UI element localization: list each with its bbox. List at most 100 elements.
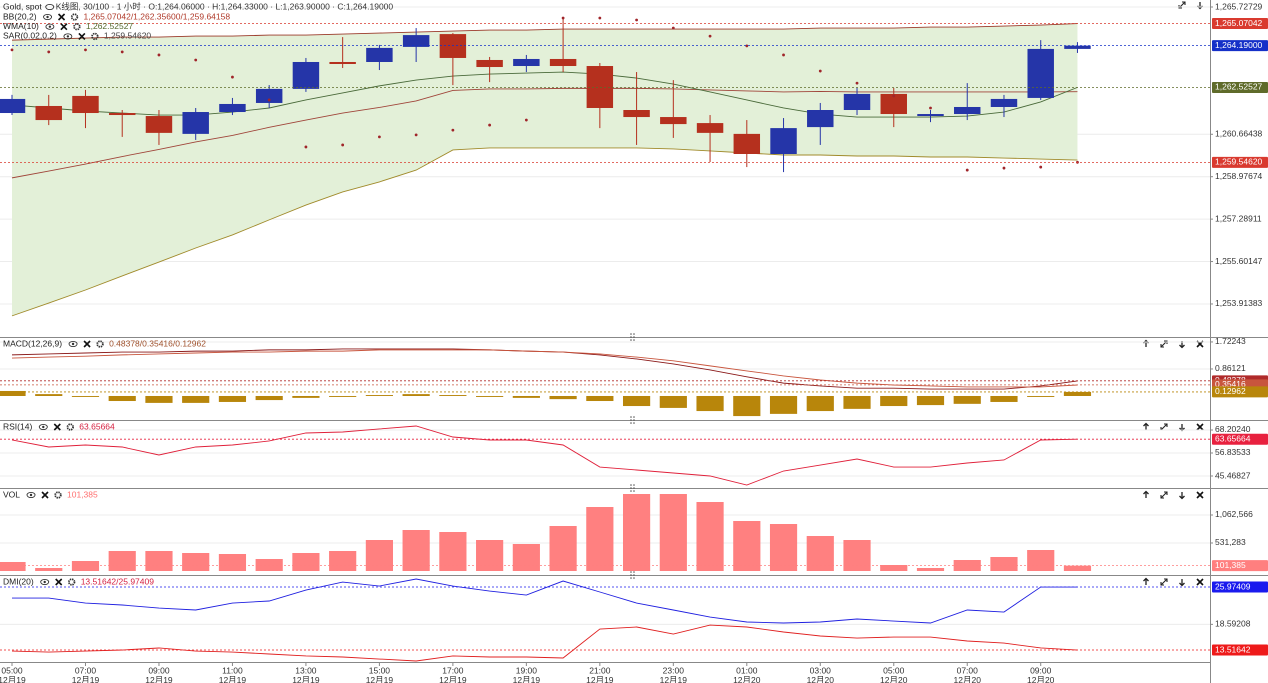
eye-icon-pupil[interactable] — [48, 25, 52, 28]
eye-icon[interactable] — [38, 423, 48, 431]
move-down-button[interactable] — [1179, 424, 1185, 432]
resize-handle[interactable] — [633, 571, 635, 573]
move-up-button[interactable] — [1143, 422, 1149, 431]
move-down-button[interactable] — [1179, 579, 1185, 587]
y-tick-label: 1,258.97674 — [1215, 171, 1263, 181]
resize-handle[interactable] — [633, 336, 635, 338]
maximize-button[interactable] — [1160, 491, 1168, 499]
bar — [586, 395, 614, 402]
x-tick-date: 12月19 — [0, 675, 26, 683]
x-tick-date: 12月19 — [586, 675, 614, 683]
remove-icon[interactable] — [60, 23, 68, 31]
move-up-button[interactable] — [1143, 577, 1149, 586]
resize-handle[interactable] — [633, 339, 635, 341]
eye-icon-pupil[interactable] — [29, 493, 33, 497]
remove-icon[interactable] — [57, 13, 66, 21]
settings-icon[interactable] — [73, 23, 81, 31]
move-down-button[interactable] — [1179, 492, 1185, 500]
bar — [108, 550, 136, 571]
x-tick-date: 12月19 — [439, 675, 467, 683]
move-up-button[interactable] — [1143, 490, 1149, 499]
bar — [1063, 565, 1092, 571]
price-tag-label: 1,265.07042 — [1215, 18, 1263, 28]
eye-icon[interactable] — [63, 33, 73, 40]
resize-handle[interactable] — [630, 336, 632, 338]
sar-dot — [341, 143, 345, 147]
settings-icon[interactable] — [68, 578, 76, 586]
resize-handle[interactable] — [633, 574, 635, 576]
resize-handle[interactable] — [630, 339, 632, 341]
eye-icon[interactable] — [45, 23, 55, 30]
resize-handle[interactable] — [630, 419, 632, 421]
remove-icon[interactable] — [78, 32, 86, 40]
bar — [622, 395, 651, 407]
indicator-value: 13.51642/25.97409 — [81, 576, 155, 586]
resize-handle[interactable] — [633, 484, 635, 486]
resize-handle[interactable] — [630, 571, 632, 573]
eye-icon-pupil[interactable] — [66, 35, 70, 38]
close-button[interactable] — [1196, 423, 1204, 431]
sar-dot — [267, 98, 271, 102]
eye-icon[interactable] — [45, 3, 55, 11]
resize-handle[interactable] — [633, 416, 635, 418]
settings-icon[interactable] — [91, 32, 99, 41]
resize-handle[interactable] — [633, 422, 635, 424]
resize-handle[interactable] — [633, 333, 635, 335]
candle-body — [623, 110, 650, 118]
resize-handle[interactable] — [630, 416, 632, 418]
maximize-button[interactable] — [1160, 578, 1168, 586]
sar-dot — [671, 26, 675, 30]
resize-handle[interactable] — [630, 484, 632, 486]
eye-icon-pupil[interactable] — [71, 342, 75, 346]
settings-icon[interactable] — [96, 340, 104, 348]
x-tick-label: 09:00 — [1030, 665, 1052, 675]
indicator-line — [11, 23, 1078, 41]
eye-icon[interactable] — [43, 13, 52, 21]
resize-handle[interactable] — [630, 490, 632, 492]
resize-handle[interactable] — [630, 487, 632, 489]
sar-dot — [561, 16, 565, 20]
price-tag — [1212, 644, 1268, 656]
resize-handle[interactable] — [633, 577, 635, 579]
y-tick-label: 531,283 — [1215, 537, 1246, 547]
resize-handle[interactable] — [630, 333, 632, 335]
bar — [1063, 391, 1092, 396]
remove-icon[interactable] — [41, 491, 49, 499]
resize-handle[interactable] — [630, 422, 632, 424]
sar-dot — [965, 168, 969, 172]
x-tick-label: 13:00 — [295, 665, 317, 675]
eye-icon[interactable] — [68, 340, 78, 348]
x-tick-date: 12月20 — [880, 675, 908, 683]
bar — [255, 558, 283, 571]
close-button[interactable] — [1196, 491, 1204, 499]
remove-icon[interactable] — [83, 340, 91, 348]
settings-icon[interactable] — [66, 423, 74, 431]
remove-icon[interactable] — [53, 423, 61, 431]
price-tag-label: 0.35416 — [1215, 379, 1246, 389]
eye-icon[interactable] — [26, 491, 36, 499]
eye-icon-pupil[interactable] — [42, 425, 45, 429]
bar — [512, 395, 540, 398]
resize-handle[interactable] — [630, 577, 632, 579]
eye-icon-pupil[interactable] — [46, 15, 49, 19]
eye-icon-pupil[interactable] — [43, 580, 46, 584]
remove-icon[interactable] — [55, 578, 63, 586]
settings-icon[interactable] — [70, 13, 79, 21]
resize-handle[interactable] — [633, 490, 635, 492]
settings-icon[interactable] — [54, 491, 62, 499]
resize-handle[interactable] — [633, 419, 635, 421]
indicator-label: BB(20,2) — [3, 11, 37, 21]
indicator-value: 1,262.52527 — [86, 21, 134, 31]
sar-dot — [782, 53, 785, 57]
resize-handle[interactable] — [633, 487, 635, 489]
price-tag — [1212, 560, 1268, 572]
eye-icon[interactable] — [40, 578, 50, 586]
close-button[interactable] — [1196, 578, 1204, 586]
sar-dot — [1002, 166, 1006, 170]
indicator-value: 1,265.07042/1,262.35600/1,259.64158 — [84, 11, 231, 21]
x-tick-label: 05:00 — [1, 665, 23, 675]
resize-handle[interactable] — [630, 574, 632, 576]
bar — [329, 395, 357, 397]
bar — [1027, 395, 1055, 397]
